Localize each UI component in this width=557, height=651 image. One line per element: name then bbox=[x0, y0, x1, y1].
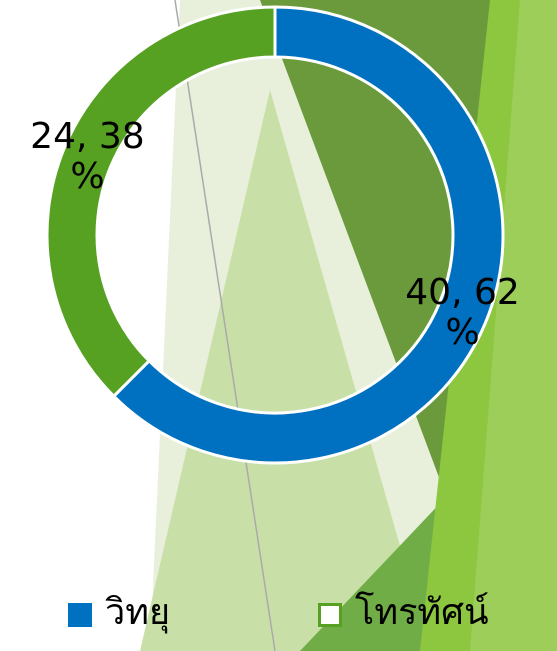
legend bbox=[68, 603, 342, 627]
legend-label: โทรทัศน์ bbox=[355, 592, 489, 633]
donut bbox=[45, 5, 505, 465]
data-label: 24, 38 % bbox=[30, 116, 145, 198]
legend-swatch bbox=[68, 603, 92, 627]
slice bbox=[111, 5, 505, 465]
legend-label: วิทยุ bbox=[105, 592, 171, 633]
data-label: 40, 62 % bbox=[405, 271, 520, 353]
legend-swatch bbox=[318, 603, 342, 627]
slice bbox=[45, 5, 277, 399]
